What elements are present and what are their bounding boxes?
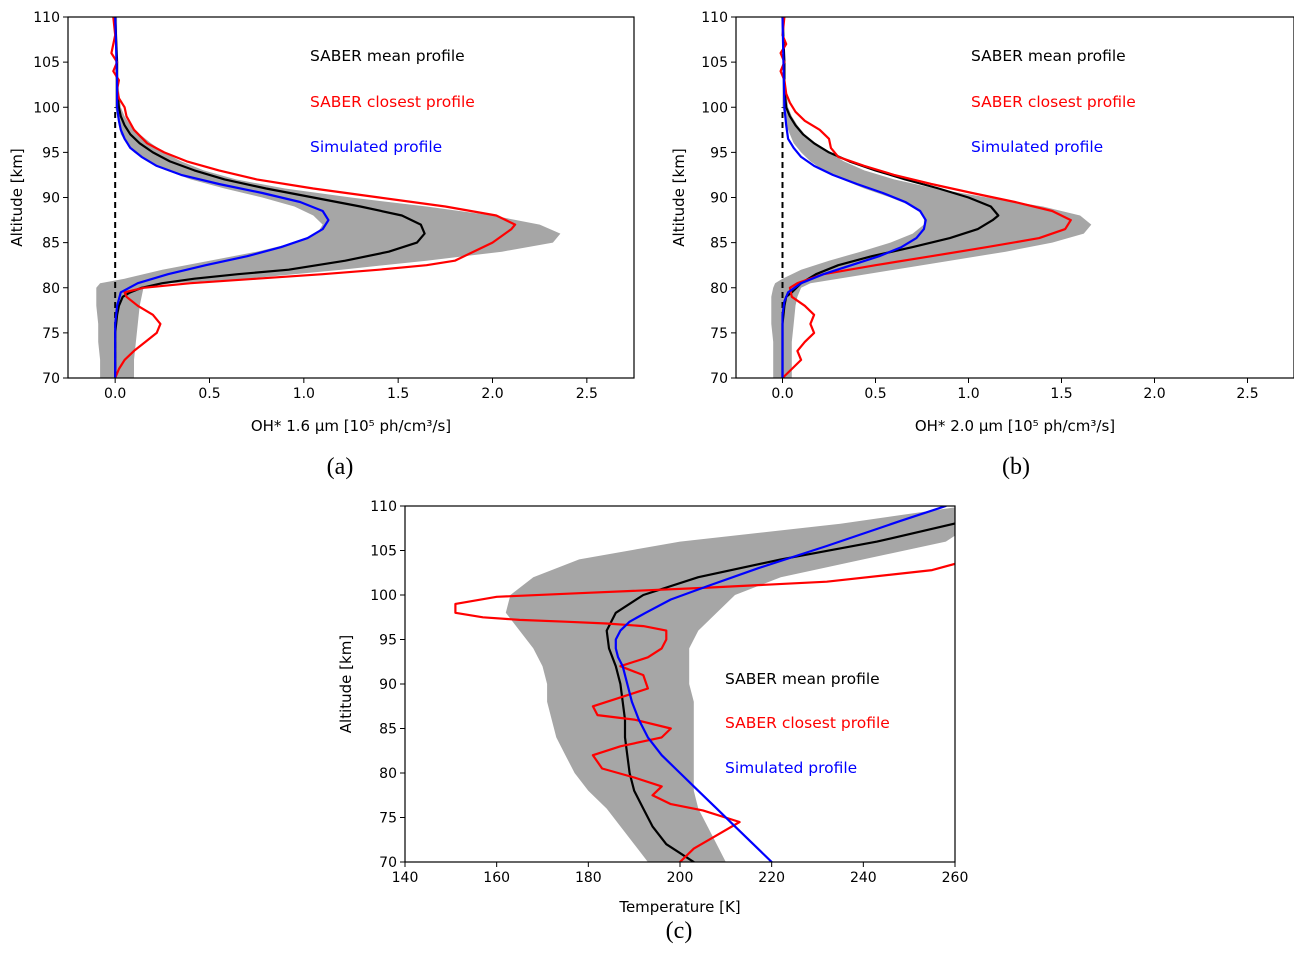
y-tick-label: 85: [379, 722, 397, 738]
panel-caption: (b): [1002, 454, 1030, 480]
y-axis-label: Altitude [km]: [337, 635, 355, 733]
y-tick-label: 75: [379, 811, 397, 827]
legend-saber-mean: SABER mean profile: [971, 47, 1126, 65]
y-axis-label: Altitude [km]: [670, 148, 688, 246]
panel-b: 0.0 0.5 1.0 1.5 2.0 2.5 70 75 80 85 90 95 100 105 110 O…: [670, 10, 1294, 480]
y-tick-label: 100: [33, 100, 60, 116]
plot-area: [736, 17, 1294, 378]
x-tick-label: 1.0: [957, 386, 979, 402]
x-tick-label: 2.5: [576, 386, 598, 402]
x-tick-label: 1.5: [1050, 386, 1072, 402]
y-tick-label: 105: [33, 55, 60, 71]
panel-a: 0.0 0.5 1.0 1.5 2.0 2.5 70 75 80 85 90 95 100 105 110 O…: [8, 10, 635, 480]
legend-saber-closest: SABER closest profile: [310, 93, 475, 111]
panel-caption: (a): [327, 454, 354, 480]
x-axis-label: OH* 2.0 µm [10⁵ ph/cm³/s]: [915, 417, 1115, 435]
simulated-profile-line: [781, 17, 927, 378]
y-tick-label: 105: [370, 544, 397, 560]
legend-saber-mean: SABER mean profile: [725, 670, 880, 688]
x-tick-label: 200: [667, 870, 694, 886]
y-tick-label: 95: [710, 145, 728, 161]
y-tick-label: 95: [42, 145, 60, 161]
y-tick-label: 70: [42, 371, 60, 387]
legend-saber-closest: SABER closest profile: [971, 93, 1136, 111]
x-tick-label: 180: [575, 870, 602, 886]
x-tick-label: 2.0: [481, 386, 503, 402]
x-tick-label: 0.5: [864, 386, 886, 402]
x-tick-label: 2.5: [1236, 386, 1258, 402]
legend-simulated: Simulated profile: [725, 759, 857, 777]
y-tick-label: 85: [42, 236, 60, 252]
y-tick-label: 90: [379, 677, 397, 693]
legend-saber-closest: SABER closest profile: [725, 714, 890, 732]
x-tick-label: 140: [392, 870, 419, 886]
saber-closest-profile-line: [779, 17, 1072, 378]
legend-simulated: Simulated profile: [971, 138, 1103, 156]
y-tick-label: 75: [42, 326, 60, 342]
variability-band: [771, 17, 1092, 378]
y-tick-label: 70: [710, 371, 728, 387]
x-tick-label: 220: [758, 870, 785, 886]
x-tick-label: 1.0: [293, 386, 315, 402]
plot-content: [96, 17, 561, 378]
plot-content: [771, 17, 1092, 378]
x-tick-label: 260: [942, 870, 969, 886]
x-tick-label: 0.0: [771, 386, 793, 402]
y-tick-label: 110: [370, 499, 397, 515]
simulated-profile-line: [614, 506, 947, 862]
saber-closest-profile-line: [454, 562, 955, 862]
y-tick-label: 100: [701, 100, 728, 116]
y-tick-label: 90: [42, 191, 60, 207]
simulated-profile-line: [114, 17, 330, 378]
panel-c: 140 160 180 200 220 240 260 70 75 80 85 90 95 100 105 1…: [337, 499, 969, 944]
x-tick-label: 0.5: [198, 386, 220, 402]
y-tick-label: 80: [710, 281, 728, 297]
variability-band: [96, 17, 561, 378]
x-tick-label: 240: [850, 870, 877, 886]
x-tick-label: 2.0: [1143, 386, 1165, 402]
plot-content: [454, 506, 955, 862]
y-tick-label: 110: [33, 10, 60, 26]
x-tick-label: 160: [483, 870, 510, 886]
x-tick-label: 0.0: [104, 386, 126, 402]
y-tick-label: 70: [379, 855, 397, 871]
y-tick-label: 90: [710, 191, 728, 207]
saber-closest-profile-line: [110, 17, 517, 378]
legend-saber-mean: SABER mean profile: [310, 47, 465, 65]
y-tick-label: 105: [701, 55, 728, 71]
legend-simulated: Simulated profile: [310, 138, 442, 156]
x-axis-label: OH* 1.6 µm [10⁵ ph/cm³/s]: [251, 417, 451, 435]
y-tick-label: 85: [710, 236, 728, 252]
y-tick-label: 80: [42, 281, 60, 297]
y-tick-label: 95: [379, 633, 397, 649]
y-axis-label: Altitude [km]: [8, 148, 26, 246]
y-tick-label: 80: [379, 766, 397, 782]
y-tick-label: 75: [710, 326, 728, 342]
saber-mean-profile-line: [605, 522, 955, 862]
y-tick-label: 110: [701, 10, 728, 26]
x-axis-label: Temperature [K]: [618, 898, 740, 916]
y-tick-label: 100: [370, 588, 397, 604]
x-tick-label: 1.5: [387, 386, 409, 402]
panel-caption: (c): [666, 918, 693, 944]
